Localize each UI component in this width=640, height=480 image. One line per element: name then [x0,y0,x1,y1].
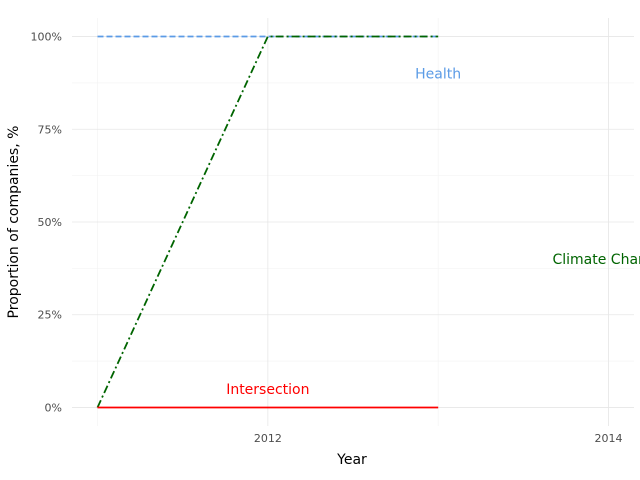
grid-lines [72,18,634,426]
y-tick-label: 100% [31,31,62,44]
annotation-climate-change: Climate Change [552,252,640,268]
y-axis-ticks: 0% 25% 50% 75% 100% [31,31,62,415]
y-tick-label: 75% [38,123,62,136]
y-tick-label: 25% [38,309,62,322]
series-lines [96,35,439,409]
x-axis-ticks: 2012 2014 [254,432,623,445]
x-tick-label: 2014 [594,432,622,445]
x-axis-title: Year [336,452,367,468]
x-tick-label: 2012 [254,432,282,445]
annotation-intersection: Intersection [226,382,309,398]
annotations: Health Climate Change Intersection [226,67,640,398]
y-tick-label: 0% [45,401,62,414]
y-axis-title: Proportion of companies, % [6,126,22,319]
y-tick-label: 50% [38,216,62,229]
annotation-health: Health [415,67,461,83]
